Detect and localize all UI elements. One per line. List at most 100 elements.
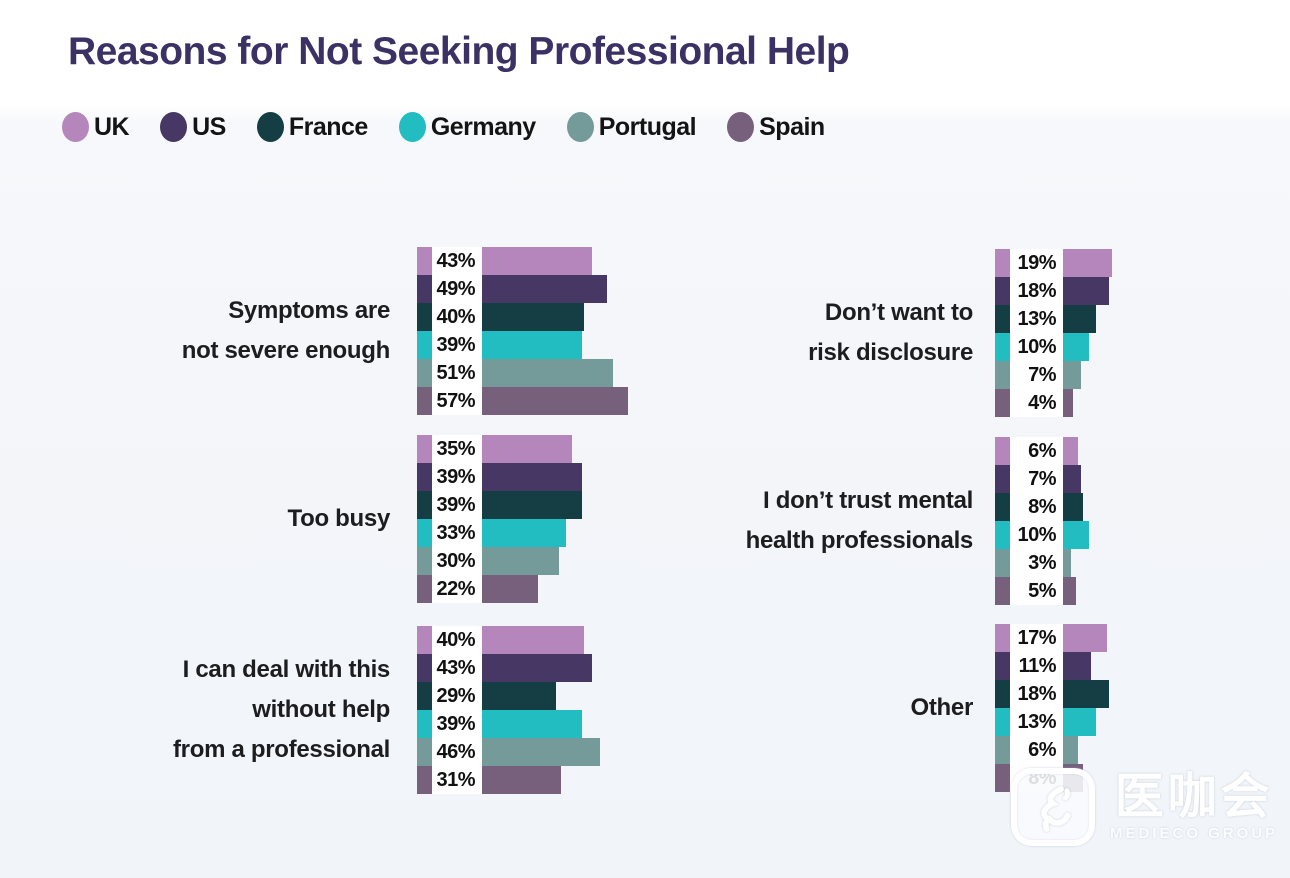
bar-row-us: 18% xyxy=(995,277,1112,305)
bar-rows: 19% 18% 13% 10% 7% 4% xyxy=(995,249,1112,417)
watermark-text: 医咖会 MEDIECO GROUP xyxy=(1110,768,1278,842)
series-chip xyxy=(417,303,432,331)
category-label: Symptoms are not severe enough xyxy=(60,291,391,371)
bar xyxy=(482,491,582,519)
category-group: Symptoms are not severe enough 43% 49% 40% 39… xyxy=(60,247,628,415)
bar-row-germany: 13% xyxy=(995,708,1109,736)
bar-rows: 17%11%18%13%6%8% xyxy=(995,624,1109,792)
series-chip xyxy=(995,333,1010,361)
value-label: 13% xyxy=(1010,305,1063,333)
bar-row-france: 18% xyxy=(995,680,1109,708)
bar-row-germany: 10% xyxy=(995,333,1112,361)
bar-row-uk: 40% xyxy=(417,626,600,654)
category-label-line: not severe enough xyxy=(181,337,391,364)
legend-color-dot xyxy=(62,112,89,142)
bar xyxy=(482,575,538,603)
category-label-line: Other xyxy=(910,694,973,721)
legend-label: Portugal xyxy=(598,112,697,141)
category-group: Don’t want to risk disclosure 19% 18% 13% 10%… xyxy=(640,249,1112,417)
bar xyxy=(1063,577,1076,605)
series-chip xyxy=(995,577,1010,605)
value-label: 7% xyxy=(1010,465,1063,493)
bar-row-uk: 17% xyxy=(995,624,1109,652)
value-label: 40% xyxy=(432,303,482,331)
value-label: 39% xyxy=(432,491,482,519)
watermark: 医咖会 MEDIECO GROUP xyxy=(1011,768,1278,846)
bar-row-france: 39% xyxy=(417,491,582,519)
category-group: I can deal with this without help from a p… xyxy=(60,626,600,794)
bar xyxy=(482,303,584,331)
series-chip xyxy=(995,680,1010,708)
legend-label: US xyxy=(192,112,226,141)
series-chip xyxy=(417,247,432,275)
legend-item-portugal: Portugal xyxy=(566,112,697,142)
bar xyxy=(482,247,592,275)
bar xyxy=(482,435,572,463)
series-chip xyxy=(995,624,1010,652)
bar-row-france: 8% xyxy=(995,493,1089,521)
bar-row-germany: 10% xyxy=(995,521,1089,549)
value-label: 39% xyxy=(432,710,482,738)
legend-color-dot xyxy=(727,112,755,142)
bar xyxy=(482,710,582,738)
legend-item-us: US xyxy=(160,112,226,142)
bar-row-spain: 57% xyxy=(417,387,628,415)
value-label: 39% xyxy=(432,331,482,359)
legend: UK US France Germany Portugal Spain xyxy=(62,112,825,142)
category-label-line: without help xyxy=(252,696,390,723)
value-label: 43% xyxy=(432,654,482,682)
series-chip xyxy=(417,387,432,415)
value-label: 6% xyxy=(1010,736,1063,764)
series-chip xyxy=(417,766,432,794)
value-label: 3% xyxy=(1010,549,1063,577)
bar-row-germany: 39% xyxy=(417,710,600,738)
value-label: 31% xyxy=(432,766,482,794)
series-chip xyxy=(417,519,432,547)
bar-row-us: 43% xyxy=(417,654,600,682)
category-label-line: I don’t trust mental xyxy=(762,487,973,514)
bar xyxy=(1063,624,1107,652)
series-chip xyxy=(417,359,432,387)
value-label: 10% xyxy=(1010,521,1063,549)
bar xyxy=(482,359,613,387)
bar xyxy=(1063,333,1089,361)
value-label: 51% xyxy=(432,359,482,387)
bar-row-spain: 5% xyxy=(995,577,1089,605)
bar xyxy=(482,387,628,415)
category-label-line: Symptoms are xyxy=(228,297,390,324)
bar xyxy=(1063,249,1112,277)
legend-item-uk: UK xyxy=(62,112,130,142)
bar xyxy=(482,547,559,575)
value-label: 43% xyxy=(432,247,482,275)
bar-row-spain: 22% xyxy=(417,575,582,603)
legend-item-spain: Spain xyxy=(727,112,825,142)
bar xyxy=(1063,305,1096,333)
category-label-line: Don’t want to xyxy=(824,299,973,326)
legend-label: Germany xyxy=(430,112,536,141)
bar xyxy=(1063,521,1089,549)
bar xyxy=(482,626,584,654)
bar xyxy=(1063,465,1081,493)
series-chip xyxy=(417,275,432,303)
bar-row-uk: 35% xyxy=(417,435,582,463)
value-label: 11% xyxy=(1010,652,1063,680)
legend-label: France xyxy=(288,112,368,141)
value-label: 22% xyxy=(432,575,482,603)
series-chip xyxy=(995,465,1010,493)
series-chip xyxy=(995,652,1010,680)
value-label: 29% xyxy=(432,682,482,710)
bar xyxy=(1063,708,1096,736)
series-chip xyxy=(417,682,432,710)
bar-row-spain: 4% xyxy=(995,389,1112,417)
bar-row-portugal: 46% xyxy=(417,738,600,766)
value-label: 35% xyxy=(432,435,482,463)
bar-row-uk: 6% xyxy=(995,437,1089,465)
value-label: 30% xyxy=(432,547,482,575)
value-label: 7% xyxy=(1010,361,1063,389)
legend-item-france: France xyxy=(256,112,368,142)
bar xyxy=(1063,680,1109,708)
value-label: 18% xyxy=(1010,277,1063,305)
value-label: 10% xyxy=(1010,333,1063,361)
value-label: 4% xyxy=(1010,389,1063,417)
